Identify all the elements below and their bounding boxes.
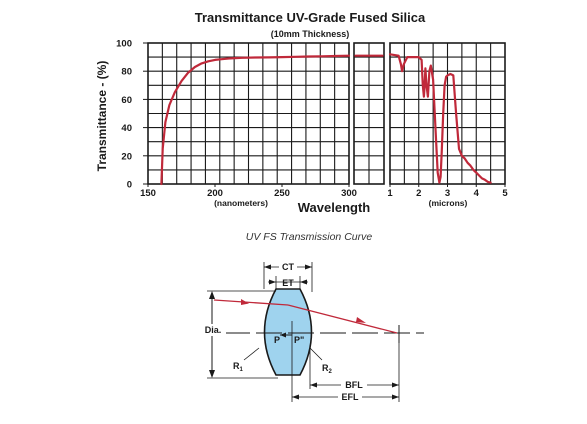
- y-axis-label: Transmittance - (%): [95, 61, 109, 172]
- x-tick-label: 3: [445, 188, 450, 199]
- label-p-prime: P": [294, 335, 304, 345]
- label-ct: CT: [282, 262, 294, 272]
- dia-label-bg: [200, 324, 226, 336]
- x-tick-label: 150: [140, 188, 156, 199]
- series-line-microns: [388, 53, 492, 184]
- chart-title: Transmittance UV-Grade Fused Silica: [195, 10, 426, 25]
- x-tick-label: 5: [502, 188, 508, 199]
- label-efl: EFL: [342, 392, 360, 402]
- panel-gap-grid: [353, 42, 385, 185]
- label-r1-base: R: [233, 361, 240, 371]
- refracted-ray: [287, 304, 398, 334]
- efl-arrow-left: [292, 394, 299, 400]
- incident-ray: [213, 299, 289, 306]
- refracted-ray-arrow: [356, 317, 366, 323]
- incident-ray-arrow: [241, 299, 249, 305]
- lens-body: [263, 288, 313, 376]
- et-arrow-right: [300, 279, 307, 285]
- label-r1: R1: [233, 361, 244, 373]
- panel-nanometers-grid: [147, 42, 350, 185]
- y-tick-label: 100: [116, 39, 132, 50]
- label-et: ET: [282, 278, 294, 288]
- x-tick-label: 250: [274, 188, 290, 199]
- chart-subtitle: (10mm Thickness): [271, 29, 350, 39]
- x-tick-labels: 150 200 250 300 1 2 3 4 5: [140, 184, 508, 199]
- efl-arrow-right: [392, 394, 399, 400]
- x-tick-label: 4: [474, 188, 480, 199]
- panel-microns-grid: [389, 42, 506, 185]
- y-tick-label: 0: [127, 180, 132, 191]
- dia-arrow-top: [209, 291, 215, 299]
- et-arrow-left: [269, 279, 276, 285]
- dia-arrow-bottom: [209, 370, 215, 378]
- label-r2: R2: [322, 363, 333, 375]
- y-tick-label: 60: [121, 95, 132, 106]
- x-tick-label: 1: [387, 188, 393, 199]
- series-line-nanometers: [160, 54, 351, 186]
- x-tick-label: 2: [416, 188, 421, 199]
- label-r1-sub: 1: [240, 367, 244, 373]
- efl-label-bg: [338, 391, 362, 402]
- bfl-arrow-left: [310, 382, 317, 388]
- panel-nanometers-frame: [147, 42, 350, 185]
- ct-arrow-right: [305, 264, 312, 270]
- ct-arrow-left: [264, 264, 271, 270]
- r1-leader: [243, 347, 260, 361]
- label-r2-base: R: [322, 363, 329, 373]
- x-tick-label: 200: [207, 188, 223, 199]
- bfl-label-bg: [341, 379, 367, 390]
- label-r2-sub: 2: [329, 369, 333, 375]
- y-tick-label: 40: [121, 123, 132, 134]
- lens-diagram: P P" Dia. CT ET R1 R2: [200, 261, 424, 402]
- nanometers-unit-label: (nanometers): [214, 198, 268, 208]
- microns-unit-label: (microns): [429, 198, 468, 208]
- ct-label-bg: [279, 261, 297, 272]
- y-tick-labels: 0 20 40 60 80 100: [116, 39, 148, 191]
- x-axis-label: Wavelength: [298, 200, 371, 215]
- label-bfl: BFL: [345, 380, 363, 390]
- label-p: P: [274, 335, 280, 345]
- y-tick-label: 80: [121, 67, 132, 78]
- y-tick-label: 20: [121, 151, 132, 162]
- r2-leader: [309, 347, 323, 361]
- figure-caption: UV FS Transmission Curve: [246, 231, 373, 243]
- label-dia: Dia.: [205, 325, 222, 335]
- bfl-arrow-right: [392, 382, 399, 388]
- panel-gap-frame: [353, 42, 385, 185]
- chart-curves: [160, 53, 492, 186]
- x-tick-label: 300: [341, 188, 357, 199]
